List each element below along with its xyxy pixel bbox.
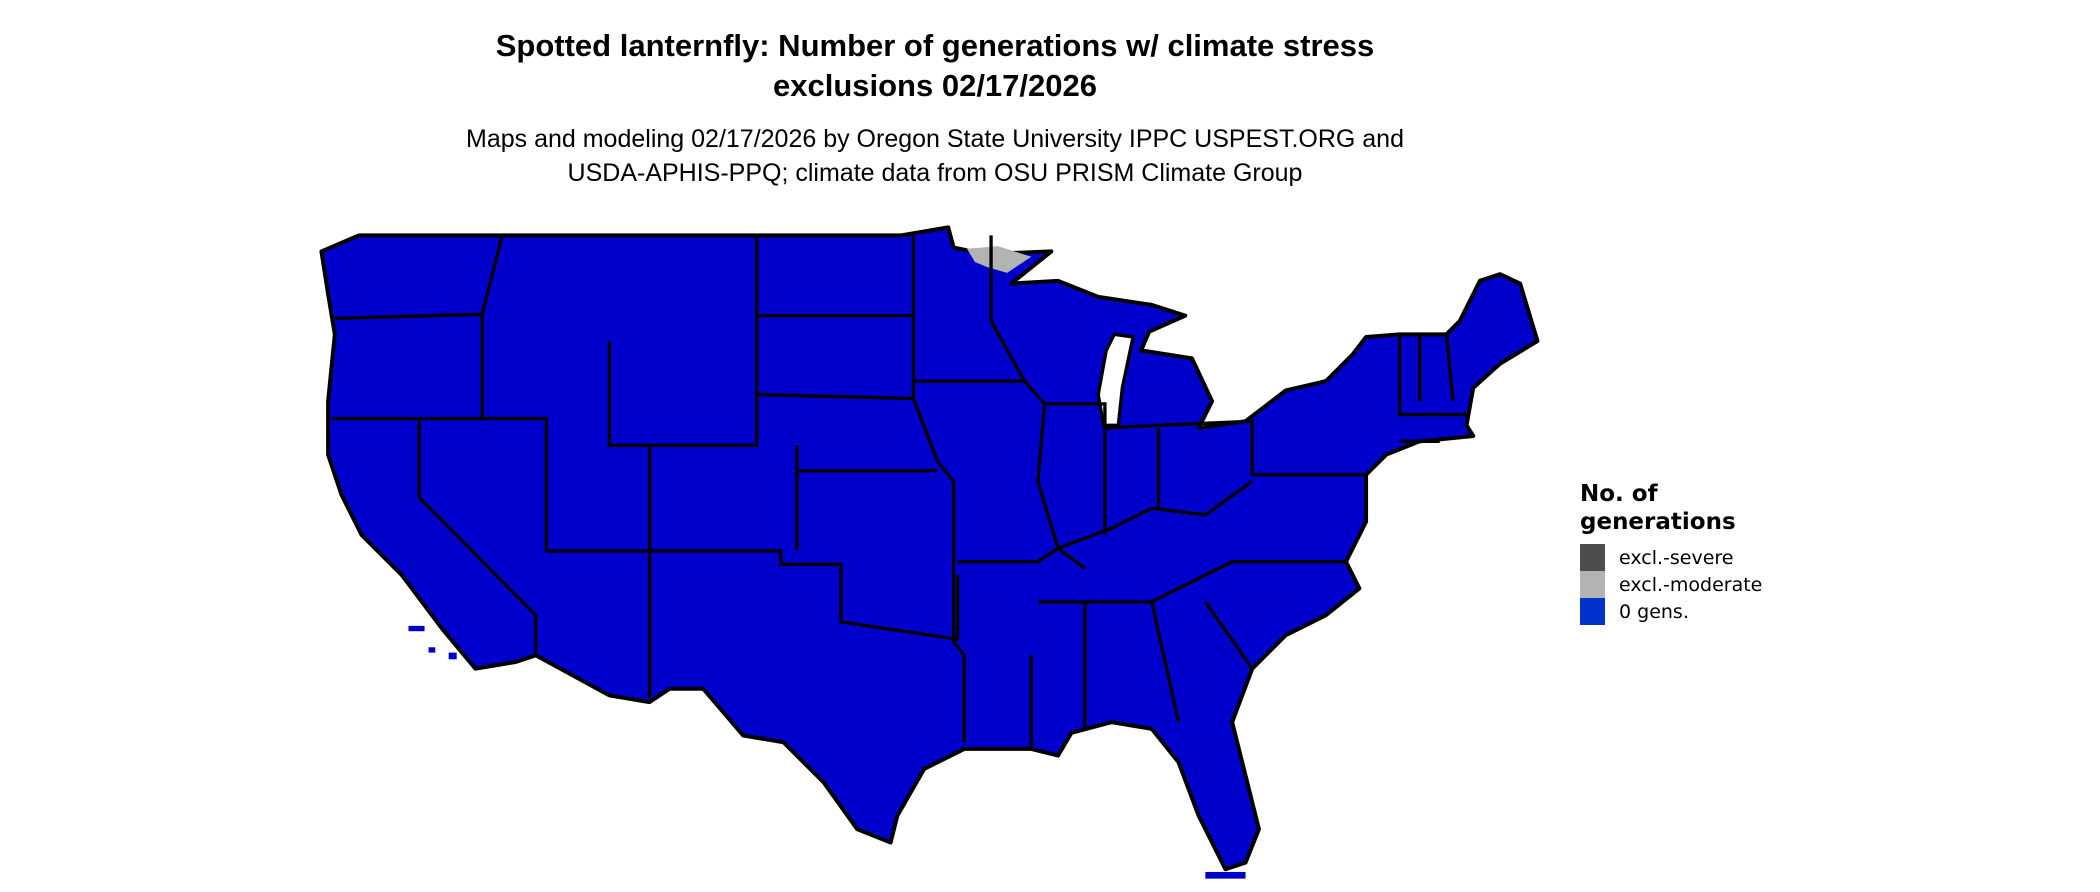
legend-item-0-gens: 0 gens. (1580, 598, 1762, 625)
legend-label: 0 gens. (1619, 600, 1689, 623)
legend-title-line-2: generations (1580, 509, 1736, 535)
legend-item-excl-moderate: excl.-moderate (1580, 571, 1762, 598)
legend-swatch (1580, 544, 1605, 571)
conus-landmass (319, 225, 1540, 872)
subtitle-line-2: USDA-APHIS-PPQ; climate data from OSU PR… (567, 159, 1303, 187)
legend: No. of generations excl.-severe excl.-mo… (1580, 480, 1762, 625)
excl-moderate-area-minnesota (966, 246, 1032, 273)
legend-title-line-1: No. of (1580, 481, 1658, 507)
subtitle-line-1: Maps and modeling 02/17/2026 by Oregon S… (466, 125, 1404, 153)
title-line-2: exclusions 02/17/2026 (772, 68, 1097, 103)
legend-swatch (1580, 598, 1605, 625)
channel-islands (408, 625, 1246, 879)
legend-label: excl.-moderate (1619, 573, 1763, 596)
map-subtitle: Maps and modeling 02/17/2026 by Oregon S… (0, 122, 1870, 190)
lake-michigan (1096, 332, 1136, 427)
title-line-1: Spotted lanternfly: Number of generation… (495, 28, 1375, 63)
state-borders (332, 234, 1467, 749)
legend-label: excl.-severe (1619, 546, 1734, 569)
legend-item-excl-severe: excl.-severe (1580, 544, 1762, 571)
map-title: Spotted lanternfly: Number of generation… (0, 26, 1870, 106)
legend-title: No. of generations (1580, 480, 1762, 536)
legend-swatch (1580, 571, 1605, 598)
